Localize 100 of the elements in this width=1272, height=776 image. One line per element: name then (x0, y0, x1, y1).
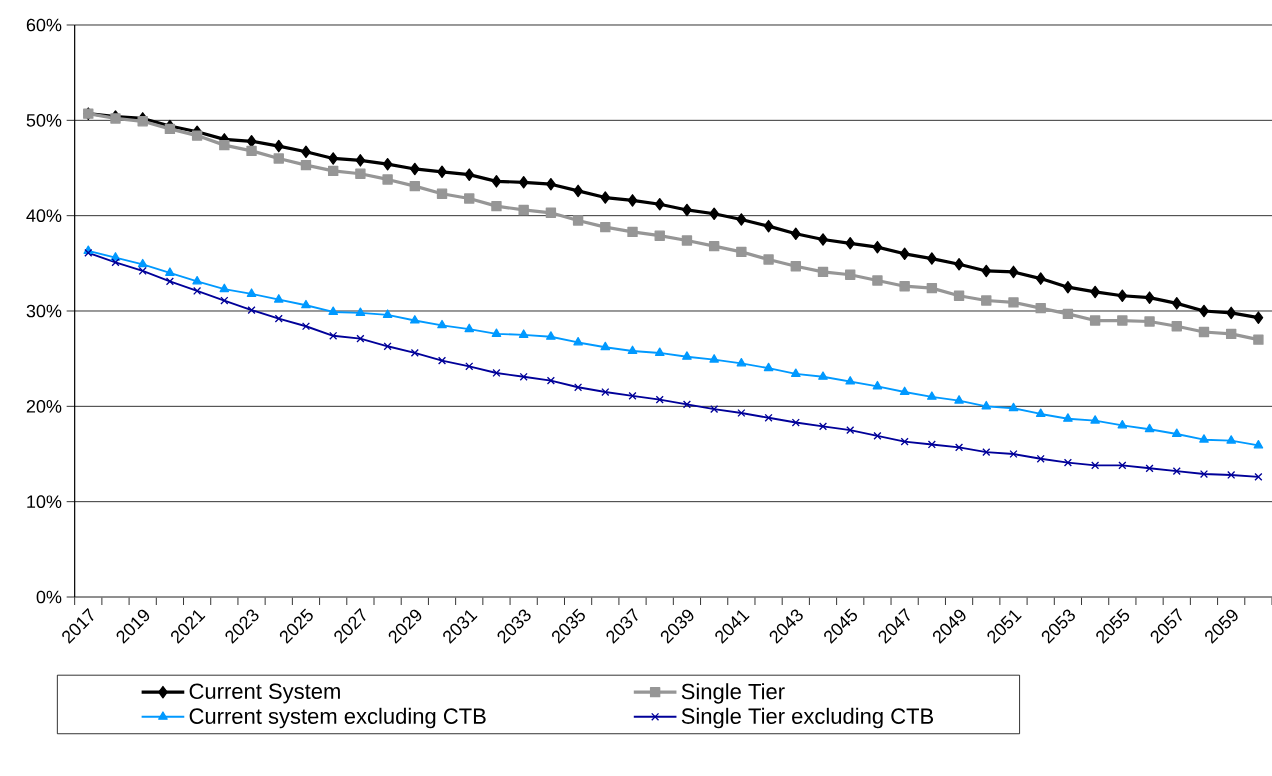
point (1035, 302, 1046, 314)
point (273, 139, 284, 153)
point (654, 230, 665, 241)
point (845, 269, 856, 280)
point (273, 294, 284, 303)
point (382, 157, 393, 171)
point (845, 237, 856, 250)
point (300, 159, 312, 171)
point (709, 354, 719, 363)
point (545, 207, 557, 219)
point (192, 275, 202, 285)
point (710, 405, 719, 414)
point (709, 207, 720, 221)
point (764, 413, 773, 422)
point (818, 371, 828, 380)
point (955, 443, 964, 452)
point (1062, 308, 1074, 320)
legend-label: Single Tier (681, 683, 785, 704)
point (763, 219, 774, 233)
point (817, 266, 829, 278)
point (1172, 467, 1181, 476)
point (138, 266, 147, 276)
point (681, 235, 693, 246)
point (573, 336, 583, 346)
point (1253, 439, 1264, 449)
point (546, 177, 556, 191)
point (328, 306, 339, 316)
point (1008, 265, 1019, 279)
point (1171, 428, 1182, 438)
point (846, 426, 855, 435)
point (1008, 402, 1019, 412)
point (736, 357, 747, 367)
point (600, 341, 611, 351)
point (1199, 304, 1209, 318)
point (409, 180, 421, 192)
point (900, 437, 909, 446)
point (137, 258, 148, 268)
point (465, 362, 474, 371)
point (1171, 321, 1182, 332)
point (437, 165, 447, 179)
point (1063, 413, 1073, 422)
point (165, 277, 174, 286)
point (1226, 435, 1237, 444)
point (464, 168, 475, 181)
point (572, 215, 584, 226)
point (219, 283, 230, 293)
point (872, 380, 883, 390)
point (1226, 306, 1237, 320)
point (382, 309, 393, 318)
point (872, 275, 883, 286)
point (409, 162, 420, 176)
point (355, 307, 366, 316)
point (219, 139, 230, 151)
point (1117, 419, 1128, 429)
point (546, 376, 555, 385)
point (845, 376, 856, 385)
point (899, 281, 910, 292)
point (546, 331, 556, 340)
point (1144, 291, 1155, 304)
point (573, 184, 583, 198)
point (654, 347, 665, 357)
point (1225, 328, 1237, 340)
point (1144, 423, 1155, 433)
point (491, 328, 502, 337)
point (1145, 464, 1154, 473)
point (1089, 315, 1101, 326)
point (518, 176, 529, 189)
point (111, 258, 120, 267)
point (137, 116, 148, 127)
point (628, 391, 637, 400)
point (1035, 408, 1046, 418)
point (1091, 461, 1100, 470)
point (491, 200, 502, 212)
point (164, 123, 176, 135)
point (736, 246, 747, 258)
point (519, 372, 528, 381)
point (1199, 434, 1209, 443)
point (791, 418, 800, 427)
legend-label: Current System (189, 683, 340, 704)
point (927, 391, 937, 400)
point (655, 395, 664, 404)
point (1144, 316, 1155, 327)
point (355, 168, 366, 179)
point (627, 194, 638, 207)
point (1254, 472, 1263, 481)
point (1117, 315, 1128, 326)
point (981, 295, 992, 306)
point (736, 213, 747, 226)
point (600, 191, 611, 204)
point (574, 383, 583, 392)
point (790, 227, 801, 241)
point (982, 448, 991, 457)
y-tick-label: 60% (26, 18, 62, 32)
point (981, 264, 992, 278)
point (409, 315, 420, 324)
point (873, 431, 882, 440)
point (708, 240, 720, 252)
point (600, 221, 611, 233)
point (355, 154, 366, 167)
point (301, 299, 311, 309)
